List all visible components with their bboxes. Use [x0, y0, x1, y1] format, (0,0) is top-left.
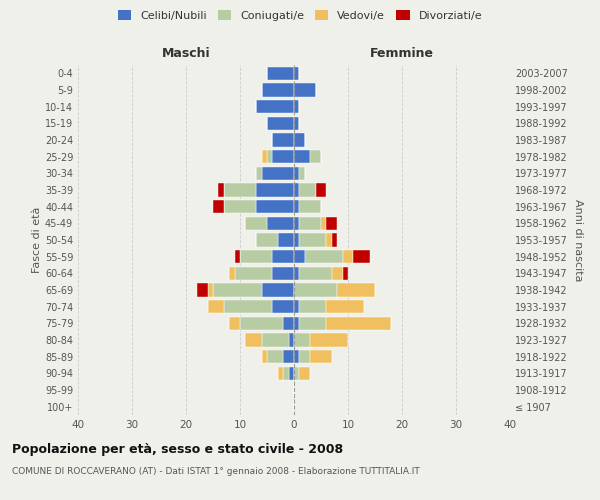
Bar — [208, 300, 224, 314]
Bar — [299, 166, 305, 180]
Bar — [294, 66, 299, 80]
Bar — [294, 116, 299, 130]
Bar — [262, 284, 294, 296]
Text: Maschi: Maschi — [161, 47, 211, 60]
Bar — [235, 266, 272, 280]
Bar — [218, 184, 224, 196]
Bar — [310, 350, 332, 364]
Bar — [256, 166, 262, 180]
Bar — [294, 284, 337, 296]
Bar — [299, 200, 321, 213]
Bar — [235, 250, 240, 264]
Bar — [299, 184, 316, 196]
Bar — [256, 184, 294, 196]
Bar — [299, 350, 310, 364]
Bar — [213, 284, 262, 296]
Bar — [240, 316, 283, 330]
Bar — [197, 284, 208, 296]
Bar — [262, 334, 289, 346]
Bar — [256, 234, 278, 246]
Bar — [343, 266, 348, 280]
Bar — [343, 250, 353, 264]
Text: COMUNE DI ROCCAVERANO (AT) - Dati ISTAT 1° gennaio 2008 - Elaborazione TUTTITALI: COMUNE DI ROCCAVERANO (AT) - Dati ISTAT … — [12, 468, 420, 476]
Bar — [294, 216, 299, 230]
Bar — [321, 216, 326, 230]
Bar — [299, 216, 321, 230]
Bar — [272, 150, 294, 164]
Bar — [294, 350, 299, 364]
Bar — [267, 216, 294, 230]
Bar — [294, 150, 310, 164]
Bar — [240, 250, 272, 264]
Bar — [229, 316, 240, 330]
Bar — [272, 250, 294, 264]
Bar — [262, 150, 267, 164]
Bar — [294, 300, 299, 314]
Bar — [326, 234, 332, 246]
Bar — [278, 234, 294, 246]
Bar — [294, 100, 299, 114]
Bar — [294, 316, 299, 330]
Bar — [245, 334, 262, 346]
Y-axis label: Anni di nascita: Anni di nascita — [573, 198, 583, 281]
Bar — [283, 316, 294, 330]
Bar — [294, 200, 299, 213]
Bar — [294, 84, 316, 96]
Bar — [224, 184, 256, 196]
Bar — [267, 116, 294, 130]
Bar — [310, 150, 321, 164]
Bar — [262, 166, 294, 180]
Bar — [283, 366, 289, 380]
Bar — [299, 300, 326, 314]
Bar — [272, 134, 294, 146]
Bar — [272, 300, 294, 314]
Bar — [229, 266, 235, 280]
Y-axis label: Fasce di età: Fasce di età — [32, 207, 42, 273]
Bar — [224, 300, 272, 314]
Bar — [294, 250, 305, 264]
Bar — [283, 350, 294, 364]
Bar — [326, 216, 337, 230]
Bar — [305, 250, 343, 264]
Bar — [289, 334, 294, 346]
Bar — [224, 200, 256, 213]
Bar — [289, 366, 294, 380]
Bar — [299, 366, 310, 380]
Bar — [256, 200, 294, 213]
Bar — [267, 350, 283, 364]
Bar — [245, 216, 267, 230]
Bar — [332, 234, 337, 246]
Bar — [299, 234, 326, 246]
Bar — [299, 316, 326, 330]
Bar — [267, 66, 294, 80]
Bar — [256, 100, 294, 114]
Bar — [326, 300, 364, 314]
Bar — [310, 334, 348, 346]
Text: Popolazione per età, sesso e stato civile - 2008: Popolazione per età, sesso e stato civil… — [12, 442, 343, 456]
Bar — [299, 266, 332, 280]
Bar — [294, 334, 310, 346]
Bar — [267, 150, 272, 164]
Bar — [337, 284, 375, 296]
Bar — [294, 366, 299, 380]
Bar — [294, 166, 299, 180]
Bar — [326, 316, 391, 330]
Bar — [294, 134, 305, 146]
Bar — [316, 184, 326, 196]
Bar — [278, 366, 283, 380]
Bar — [262, 350, 267, 364]
Bar — [262, 84, 294, 96]
Bar — [332, 266, 343, 280]
Bar — [294, 234, 299, 246]
Bar — [294, 184, 299, 196]
Legend: Celibi/Nubili, Coniugati/e, Vedovi/e, Divorziati/e: Celibi/Nubili, Coniugati/e, Vedovi/e, Di… — [113, 6, 487, 25]
Bar — [353, 250, 370, 264]
Text: Femmine: Femmine — [370, 47, 434, 60]
Bar — [213, 200, 224, 213]
Bar — [272, 266, 294, 280]
Bar — [208, 284, 213, 296]
Bar — [294, 266, 299, 280]
